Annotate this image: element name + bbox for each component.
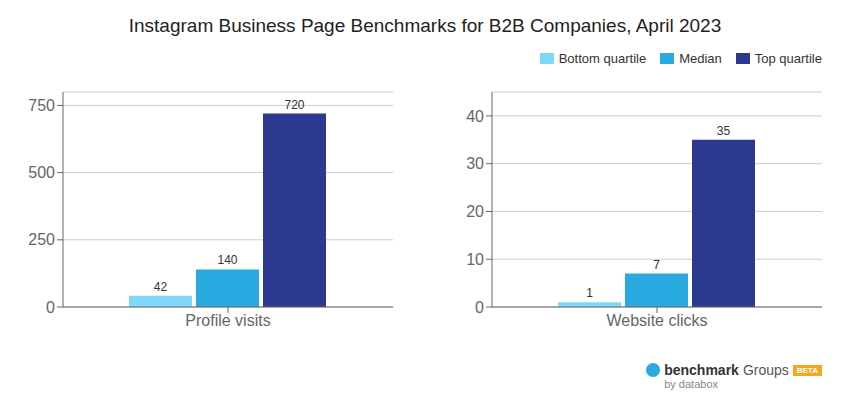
html-text:by databox: by databox — [664, 378, 718, 390]
html-text:benchmark Groups: benchmark Groups — [664, 362, 789, 378]
svg-text:0: 0 — [46, 299, 55, 316]
svg-text:0: 0 — [475, 299, 484, 316]
svg-text:20: 20 — [466, 203, 484, 220]
svg-text:7: 7 — [653, 258, 660, 272]
svg-text:Website clicks: Website clicks — [606, 312, 707, 329]
html-text:Bottom quartile: Bottom quartile — [558, 50, 647, 66]
svg-text:750: 750 — [28, 97, 55, 114]
svg-text:140: 140 — [217, 253, 237, 267]
html-text:Instagram Business Page Benchm: Instagram Business Page Benchmarks for B… — [128, 15, 722, 36]
html-text:Median: Median — [679, 50, 722, 66]
svg-text:720: 720 — [284, 98, 304, 112]
html-text:Top quartile: Top quartile — [754, 50, 822, 66]
svg-text:30: 30 — [466, 155, 484, 172]
svg-text:Profile visits: Profile visits — [185, 312, 270, 329]
html-text:BETA: BETA — [796, 365, 818, 375]
svg-text:42: 42 — [154, 280, 168, 294]
svg-text:500: 500 — [28, 164, 55, 181]
svg-text:35: 35 — [717, 124, 731, 138]
svg-text:10: 10 — [466, 251, 484, 268]
svg-text:250: 250 — [28, 231, 55, 248]
svg-text:1: 1 — [586, 286, 593, 300]
svg-text:40: 40 — [466, 108, 484, 125]
